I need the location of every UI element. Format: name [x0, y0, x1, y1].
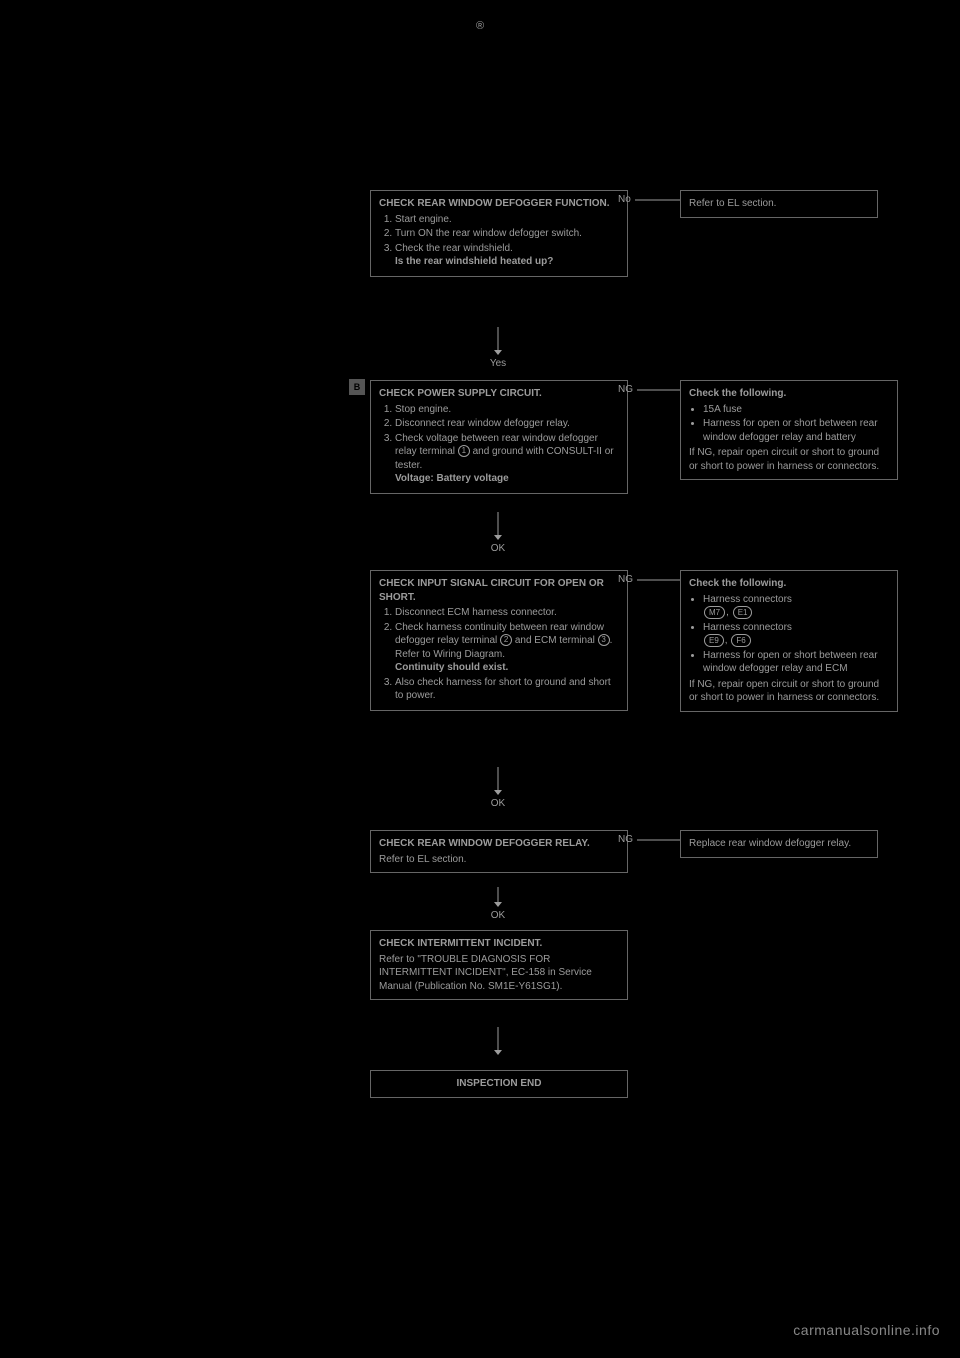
arrow-no-label: No: [618, 194, 631, 205]
box2-step1: Stop engine.: [395, 403, 619, 417]
box3-step2-b: and ECM terminal: [515, 635, 595, 646]
box-check-input-signal: CHECK INPUT SIGNAL CIRCUIT FOR OPEN OR S…: [370, 570, 628, 711]
r2-footer: If NG, repair open circuit or short to g…: [689, 446, 889, 473]
box-inspection-end: INSPECTION END: [370, 1070, 628, 1098]
r2-bullets: 15A fuse Harness for open or short betwe…: [689, 403, 889, 445]
box1-step1: Start engine.: [395, 213, 619, 227]
box3-refer: Refer to Wiring Diagram.: [395, 649, 505, 660]
box-replace-relay: Replace rear window defogger relay.: [680, 830, 878, 858]
arrow-ng-3: NG: [618, 574, 687, 585]
box1-step3: Check the rear windshield. Is the rear w…: [395, 242, 619, 269]
arrow-ng3-label: NG: [618, 574, 633, 585]
terminal-2-icon: 2: [500, 634, 512, 646]
box2-step2: Disconnect rear window defogger relay.: [395, 417, 619, 431]
box3-steps: Disconnect ECM harness connector. Check …: [379, 606, 619, 703]
arrow-down-icon: [493, 1027, 503, 1055]
terminal-3-icon: 3: [598, 634, 610, 646]
arrow-ng2-label: NG: [618, 384, 633, 395]
r2-b1: 15A fuse: [703, 403, 889, 417]
box-check-power-supply: B CHECK POWER SUPPLY CIRCUIT. Stop engin…: [370, 380, 628, 494]
connector-1a: M7: [704, 606, 725, 619]
box1-step2: Turn ON the rear window defogger switch.: [395, 227, 619, 241]
r3-bullets: Harness connectors M7, E1 Harness connec…: [689, 593, 889, 676]
box2-step3: Check voltage between rear window defogg…: [395, 432, 619, 486]
arrow-down-icon: [493, 512, 503, 540]
arrow-no-1: No: [618, 194, 685, 205]
watermark: carmanualsonline.info: [793, 1322, 940, 1338]
r2-title: Check the following.: [689, 387, 889, 401]
arrow-ng-4: NG: [618, 834, 687, 845]
r2-b2: Harness for open or short between rear w…: [703, 417, 889, 444]
connector-2a: E9: [704, 634, 724, 647]
connector-2b: F6: [731, 634, 750, 647]
box4-title: CHECK REAR WINDOW DEFOGGER RELAY.: [379, 837, 619, 851]
r3-title: Check the following.: [689, 577, 889, 591]
box5-title: CHECK INTERMITTENT INCIDENT.: [379, 937, 619, 951]
box3-step2-c: .: [610, 635, 613, 646]
step-badge-b: B: [349, 379, 365, 395]
arrow-ok2-label: OK: [491, 543, 505, 554]
r3-l1: Harness connectors M7, E1: [703, 593, 889, 620]
box1-title: CHECK REAR WINDOW DEFOGGER FUNCTION.: [379, 197, 619, 211]
box5-text: Refer to "TROUBLE DIAGNOSIS FOR INTERMIT…: [379, 953, 619, 994]
box3-step2: Check harness continuity between rear wi…: [395, 621, 619, 675]
arrow-yes-1: Yes: [370, 325, 626, 375]
arrow-ok-3: OK: [370, 765, 626, 815]
arrow-yes-label: Yes: [490, 358, 506, 369]
arrow-right-icon: [635, 195, 685, 205]
box-refer-el-1: Refer to EL section.: [680, 190, 878, 218]
box-check-defogger-relay: CHECK REAR WINDOW DEFOGGER RELAY. Refer …: [370, 830, 628, 873]
box6-text: INSPECTION END: [456, 1078, 541, 1089]
arrow-ok-2: OK: [370, 510, 626, 560]
r3-l1-text: Harness connectors: [703, 594, 792, 605]
box1-footer: Is the rear windshield heated up?: [395, 256, 553, 267]
page-indicator: ®: [476, 20, 484, 32]
arrow-ok3-label: OK: [491, 798, 505, 809]
box-check-following-3: Check the following. Harness connectors …: [680, 570, 898, 712]
connector-1b: E1: [733, 606, 753, 619]
box3-cont: Continuity should exist.: [395, 662, 508, 673]
box-check-defogger-function: CHECK REAR WINDOW DEFOGGER FUNCTION. Sta…: [370, 190, 628, 277]
arrow-ng-2: NG: [618, 384, 687, 395]
box3-step3: Also check harness for short to ground a…: [395, 676, 619, 703]
box3-step1: Disconnect ECM harness connector.: [395, 606, 619, 620]
arrow-down-5: [370, 1025, 626, 1064]
r3-l2: Harness connectors E9, F6: [703, 621, 889, 648]
arrow-ng4-label: NG: [618, 834, 633, 845]
box2-title: CHECK POWER SUPPLY CIRCUIT.: [379, 387, 619, 401]
r3-l2-text: Harness connectors: [703, 622, 792, 633]
r4-text: Replace rear window defogger relay.: [689, 838, 851, 849]
box2-voltage: Voltage: Battery voltage: [395, 473, 509, 484]
r3-l3: Harness for open or short between rear w…: [703, 649, 889, 676]
box1-step3-text: Check the rear windshield.: [395, 243, 513, 254]
box-check-following-2: Check the following. 15A fuse Harness fo…: [680, 380, 898, 480]
arrow-ok-4: OK: [370, 885, 626, 927]
box3-title: CHECK INPUT SIGNAL CIRCUIT FOR OPEN OR S…: [379, 577, 619, 604]
arrow-down-icon: [493, 327, 503, 355]
r3-footer: If NG, repair open circuit or short to g…: [689, 678, 889, 705]
r1-text: Refer to EL section.: [689, 198, 776, 209]
arrow-ok4-label: OK: [491, 910, 505, 921]
box2-steps: Stop engine. Disconnect rear window defo…: [379, 403, 619, 486]
arrow-down-icon: [493, 767, 503, 795]
terminal-1-icon: 1: [458, 445, 470, 457]
arrow-down-icon: [493, 887, 503, 907]
box4-text: Refer to EL section.: [379, 853, 619, 867]
box1-steps: Start engine. Turn ON the rear window de…: [379, 213, 619, 269]
box-check-intermittent: CHECK INTERMITTENT INCIDENT. Refer to "T…: [370, 930, 628, 1000]
